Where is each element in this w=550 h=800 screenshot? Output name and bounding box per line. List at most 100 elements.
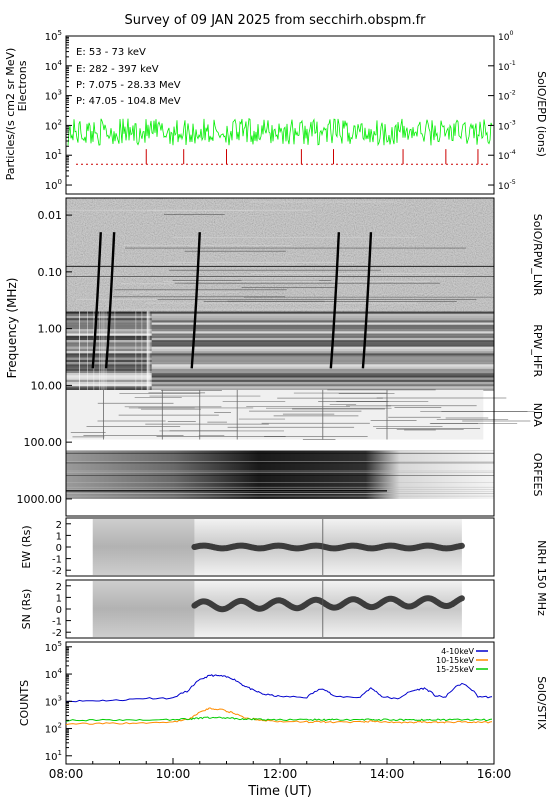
hfr-band	[66, 368, 152, 372]
epd-legend: E: 53 - 73 keV E: 282 - 397 keV P: 7.075…	[76, 47, 181, 107]
stix-frame	[65, 641, 495, 765]
hfr-block	[66, 311, 494, 391]
nrh-early-block	[92, 519, 195, 575]
nrh-sn-image	[92, 581, 465, 637]
hfr-band	[151, 326, 494, 330]
hfr-band	[66, 377, 152, 380]
stix-legend-label: 15-25keV	[436, 665, 475, 674]
hfr-band	[66, 388, 152, 391]
epd-panel: E: 53 - 73 keV E: 282 - 397 keV P: 7.075…	[4, 29, 548, 195]
hfr-band	[151, 337, 494, 341]
time-tick-label: 14:00	[370, 767, 405, 781]
hfr-band	[151, 362, 494, 365]
hfr-band	[151, 373, 494, 376]
hfr-band	[66, 384, 152, 387]
hfr-band	[151, 342, 494, 345]
spectrogram-ylabel: Frequency (MHz)	[5, 278, 19, 379]
spectrogram-frame	[65, 197, 495, 517]
nrh-ew-panel: 210-1-2 EW (Rs)	[20, 517, 495, 577]
nrh-tick-label: 1	[56, 531, 62, 542]
hfr-band	[151, 315, 494, 319]
time-tick-label: 16:00	[477, 767, 512, 781]
hfr-band	[151, 331, 494, 334]
nrh-tick-label: 2	[56, 582, 62, 593]
time-axis: 08:00 10:00 12:00 14:00 16:00	[49, 758, 512, 781]
spectrogram-tick-label: 100.00	[24, 436, 63, 449]
stix-series-line	[65, 674, 493, 703]
stix-tick-label: 105	[45, 640, 62, 654]
hfr-band	[151, 366, 494, 369]
epd-tick-label: 101	[45, 148, 62, 162]
epd-frame	[65, 35, 495, 195]
hfr-band	[151, 311, 494, 314]
hfr-band	[66, 373, 152, 376]
legend-e-282-397: E: 282 - 397 keV	[76, 64, 159, 75]
hfr-band	[66, 348, 152, 352]
nrh-sn-ylabel: SN (Rs)	[20, 589, 33, 630]
nrh-tick-label: -2	[52, 628, 62, 639]
instrument-label: ORFEES	[531, 453, 544, 497]
hfr-band	[151, 340, 494, 343]
stix-right-label: SolO/STIX	[535, 676, 548, 730]
hfr-band	[151, 324, 494, 328]
stix-tick-label: 101	[45, 749, 62, 763]
hfr-band	[151, 375, 494, 378]
hfr-band	[151, 388, 494, 391]
legend-p-7-28: P: 7.075 - 28.33 MeV	[76, 80, 181, 91]
legend-p-47-104: P: 47.05 - 104.8 MeV	[76, 96, 181, 107]
spectrogram-tick-label: 1000.00	[17, 493, 63, 506]
nrh-tick-label: 0	[56, 605, 62, 616]
time-tick-label: 08:00	[49, 767, 84, 781]
nrh-sn-ticks: 210-1-2	[52, 582, 71, 639]
type-iii-burst	[361, 232, 373, 369]
hfr-band	[66, 364, 152, 367]
hfr-band	[66, 351, 152, 354]
nda-background	[66, 389, 484, 440]
hfr-band	[66, 359, 152, 363]
stix-legend-label: 10-15keV	[436, 656, 475, 665]
hfr-band	[151, 364, 494, 367]
stix-series-line	[65, 716, 493, 722]
x-axis-label: Time (UT)	[247, 784, 312, 799]
nrh-ew-ylabel: EW (Rs)	[20, 525, 33, 568]
hfr-band	[151, 353, 494, 356]
spectrogram-tick-label: 0.01	[38, 209, 63, 222]
stix-tick-label: 104	[45, 667, 63, 681]
epd-right-label: SolO/EPD (ions)	[535, 71, 548, 157]
hfr-band	[66, 355, 152, 358]
hfr-band	[151, 355, 494, 358]
hfr-band	[151, 381, 494, 385]
type-iii-burst	[91, 232, 102, 369]
nrh-tick-label: 1	[56, 593, 62, 604]
epd-right-tick-label: 10-1	[498, 60, 516, 73]
radio-spectrogram-panel: 0.01 0.10 1.00 10.00 100.00 1000.00 Frequency…	[5, 197, 544, 517]
type-iii-burst	[104, 232, 116, 369]
epd-ylabel-electrons: Electrons	[16, 60, 29, 111]
legend-e-53-73: E: 53 - 73 keV	[76, 47, 146, 58]
lnr-horizontal-lines	[66, 201, 494, 310]
time-tick-label: 10:00	[156, 767, 191, 781]
hfr-band	[66, 366, 152, 369]
stix-legend-label: 4-10keV	[441, 647, 474, 656]
instrument-label: NDA	[531, 403, 544, 428]
hfr-band	[151, 370, 494, 374]
nrh-right-label: NRH 150 MHz	[535, 540, 548, 616]
hfr-band	[151, 329, 494, 332]
hfr-band	[66, 381, 152, 385]
hfr-band	[151, 359, 494, 363]
nrh-ew-ticks: 210-1-2	[52, 520, 71, 577]
epd-tick-label: 103	[45, 89, 62, 103]
hfr-band	[151, 348, 494, 352]
hfr-band	[151, 346, 494, 350]
spectrogram-tick-label: 1.00	[38, 323, 63, 336]
nrh-tick-label: -1	[52, 555, 62, 566]
orfees-block	[66, 450, 494, 499]
hfr-band	[66, 362, 152, 365]
epd-left-ticks: 100 101 102 103 104 105	[45, 29, 72, 192]
stix-series-line	[65, 707, 493, 726]
hfr-band	[66, 375, 152, 378]
hfr-band	[151, 344, 494, 347]
epd-tick-label: 100	[45, 178, 62, 192]
time-tick-label: 12:00	[263, 767, 298, 781]
